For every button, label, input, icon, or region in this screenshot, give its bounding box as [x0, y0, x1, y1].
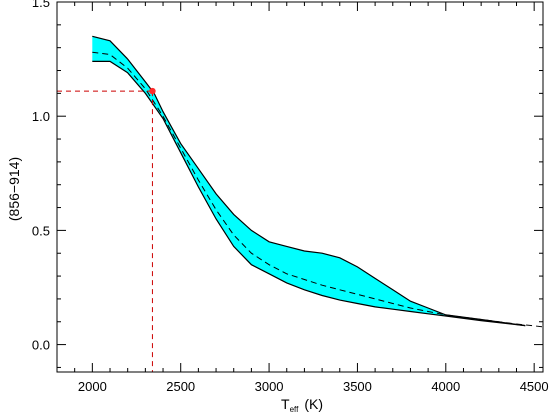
- tick-layer: [56, 1, 543, 372]
- plot-frame: [56, 1, 544, 373]
- uncertainty-band: [92, 36, 526, 326]
- x-axis-label-unit: (K): [304, 396, 323, 412]
- x-tick-label: 3500: [343, 379, 372, 394]
- x-axis-label-subscript: eff: [290, 405, 300, 414]
- y-tick-label: 1.0: [32, 109, 50, 124]
- y-tick-label: 1.5: [32, 0, 50, 10]
- band-lower-line: [92, 60, 526, 327]
- x-tick-label: 2000: [78, 379, 107, 394]
- x-axis-label: Teff (K): [281, 396, 323, 414]
- label-layer: 2000 2500 3000 3500 4000 4500 0.0 0.5 1.0 1.5: [32, 0, 549, 394]
- highlight-point: [149, 87, 156, 95]
- x-tick-label: 4000: [431, 379, 460, 394]
- y-tick-label: 0.5: [32, 223, 50, 238]
- guide-layer: [57, 87, 156, 372]
- dashed-curve: [92, 51, 544, 328]
- x-axis-label-main: T: [281, 396, 290, 412]
- band-layer: [92, 36, 526, 326]
- y-axis-label: (856−914): [6, 157, 22, 221]
- y-tick-label: 0.0: [32, 338, 50, 353]
- x-tick-label: 2500: [166, 379, 195, 394]
- x-tick-label: 4500: [520, 379, 549, 394]
- x-tick-label: 3000: [255, 379, 284, 394]
